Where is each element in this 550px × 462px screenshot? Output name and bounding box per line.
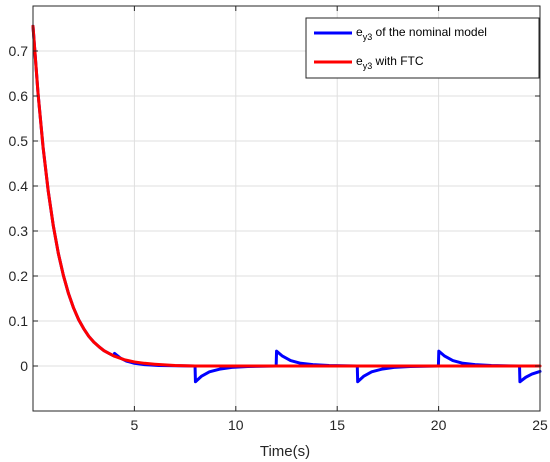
y-tick-label: 0.6: [9, 88, 29, 104]
y-tick-label: 0.7: [9, 43, 29, 59]
y-tick-label: 0.2: [9, 268, 29, 284]
y-tick-label: 0.4: [9, 178, 29, 194]
axes-box: [32, 5, 541, 412]
y-tick-label: 0.1: [9, 313, 29, 329]
y-tick-label: 0: [20, 358, 28, 374]
x-tick-label: 15: [329, 417, 345, 433]
y-tick-label: 0.5: [9, 133, 29, 149]
x-tick-label: 5: [131, 417, 139, 433]
series-line-2: [31, 24, 542, 368]
tick-labels: 5 10 15 20 25 0 0.1 0.2 0.3 0.4 0.5 0.6 0.7: [9, 43, 548, 433]
x-axis-label: Time(s): [260, 443, 310, 460]
legend-label-2: ey3 with FTC: [356, 54, 424, 71]
x-tick-label: 10: [228, 417, 244, 433]
x-tick-label: 20: [431, 417, 447, 433]
legend-box: [305, 17, 540, 79]
y-tick-label: 0.3: [9, 223, 29, 239]
axes-frame: [32, 5, 541, 412]
tick-marks: [33, 6, 541, 411]
legend-label-1: ey3 of the nominal model: [356, 25, 487, 42]
x-tick-label: 25: [532, 417, 548, 433]
series-layer: [31, 24, 542, 384]
legend: ey3 of the nominal model ey3 with FTC: [305, 17, 540, 79]
